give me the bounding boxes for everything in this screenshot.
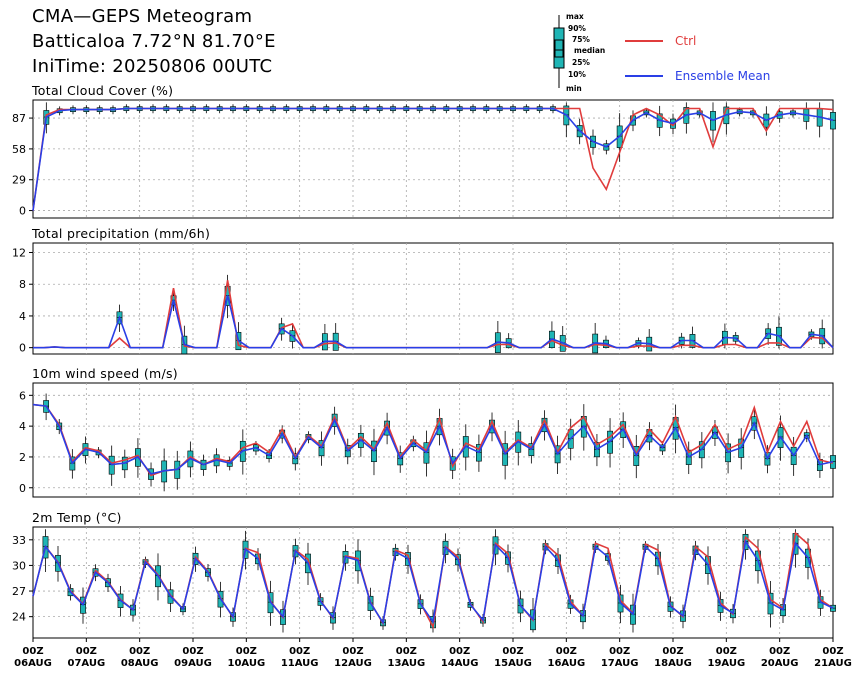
x-tick-date-label: 18AUG [654, 658, 692, 669]
panel-frame [32, 382, 834, 498]
y-tick-label: 87 [12, 112, 26, 125]
meteogram-title: CMA—GEPS Meteogram [32, 6, 253, 27]
y-tick-label: 58 [12, 143, 26, 156]
x-tick-hour-label: 00Z [609, 646, 630, 657]
y-tick-label: 0 [19, 342, 26, 355]
x-tick-date-label: 11AUG [281, 658, 319, 669]
ensemble-mean-line [32, 539, 834, 625]
x-tick-date-label: 09AUG [174, 658, 212, 669]
station-location: Batticaloa 7.72°N 81.70°E [32, 31, 276, 52]
x-tick-hour-label: 00Z [556, 646, 577, 657]
y-tick-label: 8 [19, 278, 26, 291]
panel-frame [32, 242, 834, 355]
panel-title: 10m wind speed (m/s) [32, 366, 178, 381]
box [830, 112, 836, 130]
panel-frame [32, 526, 834, 639]
x-tick-hour-label: 00Z [236, 646, 257, 657]
ctrl-line [33, 280, 834, 349]
legend-p75-label: 75% [572, 35, 590, 44]
x-tick-date-label: 06AUG [14, 658, 52, 669]
init-time: IniTime: 20250806 00UTC [32, 56, 273, 77]
panel-4: 2m Temp (°C) 24 27 30 33 [12, 510, 836, 639]
box-plots [43, 393, 836, 492]
x-tick-date-label: 15AUG [494, 658, 532, 669]
ensemble-mean-line [33, 295, 834, 349]
legend-median-label: median [574, 46, 605, 55]
x-tick-date-label: 21AUG [814, 658, 852, 669]
x-tick-date-label: 12AUG [334, 658, 372, 669]
legend-mean-label: Ensemble Mean [675, 69, 770, 83]
x-axis: 00Z06AUG00Z07AUG00Z08AUG00Z09AUG00Z10AUG… [14, 638, 852, 669]
y-tick-label: 0 [19, 205, 26, 218]
legend-ctrl-label: Ctrl [675, 34, 696, 48]
x-tick-hour-label: 00Z [716, 646, 737, 657]
legend-box-inner [554, 39, 564, 58]
y-tick-label: 24 [12, 611, 26, 624]
legend: max 90% 75% median 25% 10% min Ctrl Ense… [553, 12, 770, 93]
x-tick-hour-label: 00Z [662, 646, 683, 657]
x-tick-date-label: 14AUG [441, 658, 479, 669]
y-tick-label: 2 [19, 451, 26, 464]
x-tick-date-label: 13AUG [387, 658, 425, 669]
x-tick-hour-label: 00Z [76, 646, 97, 657]
legend-max-label: max [566, 12, 584, 21]
box-plots [43, 102, 836, 162]
x-tick-hour-label: 00Z [342, 646, 363, 657]
x-tick-hour-label: 00Z [769, 646, 790, 657]
x-tick-hour-label: 00Z [182, 646, 203, 657]
panel-3: 10m wind speed (m/s) 0 2 4 6 [19, 366, 836, 498]
x-tick-hour-label: 00Z [289, 646, 310, 657]
panel-frame [32, 99, 834, 219]
x-tick-hour-label: 00Z [449, 646, 470, 657]
legend-p25-label: 25% [572, 58, 590, 67]
y-tick-label: 30 [12, 559, 26, 572]
panel-title: Total Cloud Cover (%) [31, 83, 173, 98]
x-tick-hour-label: 00Z [502, 646, 523, 657]
ensemble-mean-line [32, 107, 834, 211]
panel-title: 2m Temp (°C) [32, 510, 122, 525]
panel-title: Total precipitation (mm/6h) [31, 226, 210, 241]
y-tick-label: 4 [19, 420, 26, 433]
y-tick-label: 29 [12, 174, 26, 187]
x-tick-hour-label: 00Z [22, 646, 43, 657]
legend-min-label: min [566, 84, 582, 93]
x-tick-date-label: 16AUG [547, 658, 585, 669]
y-tick-label: 6 [19, 389, 26, 402]
legend-p10-label: 10% [568, 70, 586, 79]
y-tick-label: 0 [19, 482, 26, 495]
x-tick-hour-label: 00Z [396, 646, 417, 657]
x-tick-hour-label: 00Z [822, 646, 843, 657]
x-tick-date-label: 08AUG [121, 658, 159, 669]
x-tick-date-label: 17AUG [601, 658, 639, 669]
y-tick-label: 33 [12, 534, 26, 547]
y-tick-label: 4 [19, 310, 26, 323]
legend-p90-label: 90% [568, 24, 586, 33]
x-tick-date-label: 10AUG [227, 658, 265, 669]
ensemble-mean-line [32, 403, 834, 475]
x-tick-date-label: 07AUG [67, 658, 105, 669]
x-tick-hour-label: 00Z [129, 646, 150, 657]
y-tick-label: 12 [12, 247, 26, 260]
y-tick-label: 27 [12, 585, 26, 598]
x-tick-date-label: 20AUG [761, 658, 799, 669]
panel-1: Total Cloud Cover (%) 0 29 58 87 [12, 83, 836, 219]
x-tick-date-label: 19AUG [707, 658, 745, 669]
panel-2: Total precipitation (mm/6h) 0 4 8 12 [12, 226, 834, 355]
